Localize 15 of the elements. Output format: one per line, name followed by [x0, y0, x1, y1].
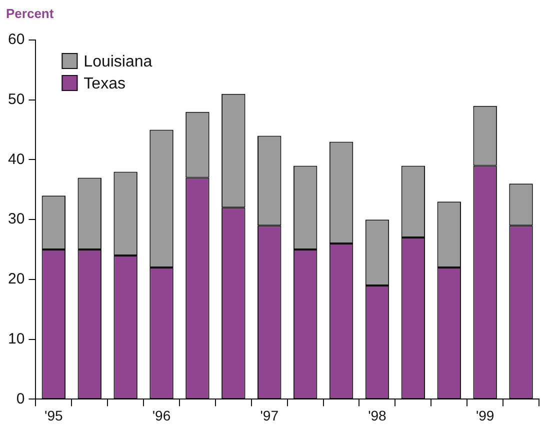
x-tick-label: '98	[368, 407, 387, 424]
y-tick-label: 60	[8, 31, 25, 48]
y-axis-title: Percent	[6, 6, 54, 22]
y-tick-label: 50	[8, 91, 25, 108]
legend-label: Louisiana	[84, 53, 152, 70]
y-tick-label: 40	[8, 150, 25, 168]
y-tick-label: 10	[8, 330, 25, 348]
y-tick-label: 0	[16, 390, 25, 408]
y-tick-label: 30	[8, 210, 25, 228]
y-tick-label: 20	[8, 270, 25, 288]
legend-label: Texas	[84, 75, 126, 92]
x-tick-label: '95	[44, 407, 63, 424]
x-tick-label: '96	[152, 407, 171, 424]
x-tick-label: '97	[260, 407, 279, 424]
x-tick-label: '99	[476, 407, 494, 424]
